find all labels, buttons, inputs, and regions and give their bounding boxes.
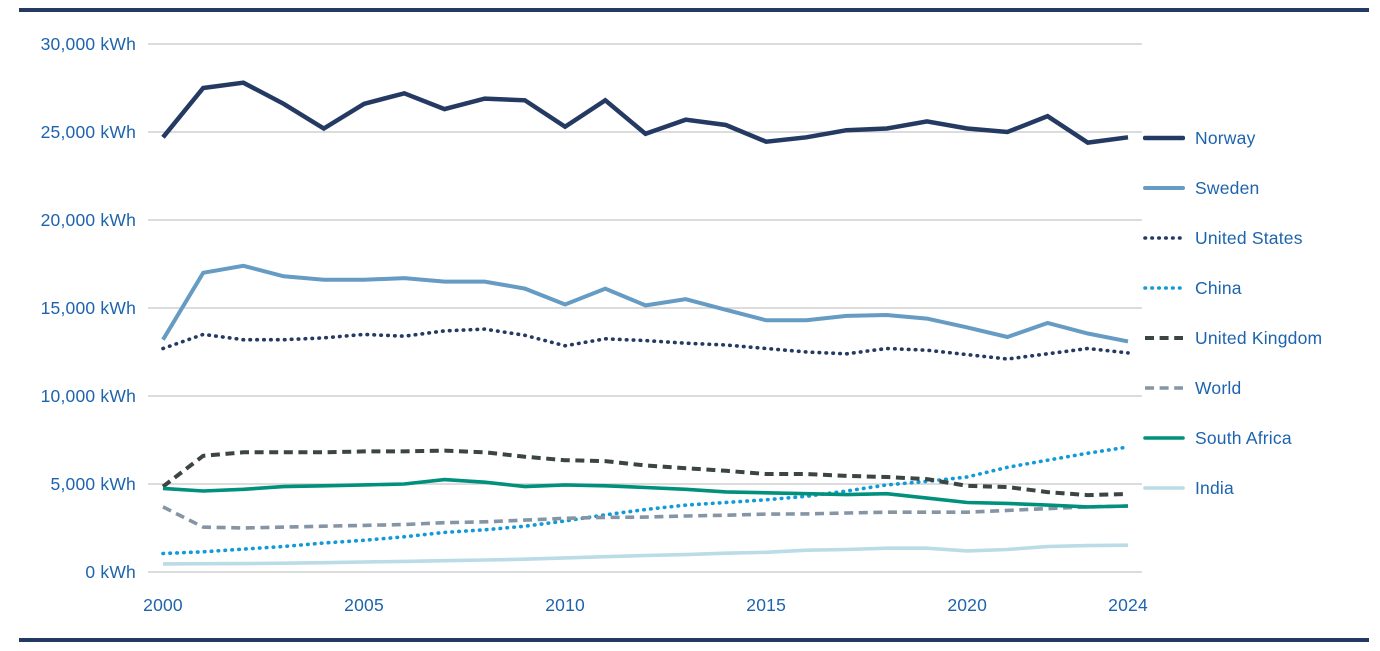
legend-label: India bbox=[1195, 477, 1234, 498]
legend-item-sweden: Sweden bbox=[1143, 176, 1259, 200]
top-border-rule bbox=[19, 8, 1369, 12]
x-axis-label-2024: 2024 bbox=[1108, 595, 1148, 615]
y-axis-label-5000: 5,000 kWh bbox=[50, 474, 136, 494]
series-line-india bbox=[162, 543, 1129, 566]
legend-swatch-dotted-line-icon bbox=[1143, 236, 1185, 240]
x-axis-label-2010: 2010 bbox=[545, 595, 585, 615]
bottom-border-rule bbox=[19, 638, 1369, 642]
y-axis-label-20000: 20,000 kWh bbox=[40, 210, 136, 230]
legend-label: Sweden bbox=[1195, 177, 1260, 198]
legend-item-china: China bbox=[1143, 276, 1242, 300]
legend-swatch-dashed-line-icon bbox=[1145, 336, 1183, 340]
x-axis-label-2015: 2015 bbox=[746, 595, 787, 615]
legend-label: World bbox=[1195, 377, 1242, 398]
legend-label: United Kingdom bbox=[1195, 327, 1323, 348]
legend-item-south-africa: South Africa bbox=[1143, 426, 1292, 450]
legend-swatch-solid-line-icon bbox=[1143, 186, 1185, 190]
x-axis-label-2000: 2000 bbox=[143, 595, 183, 615]
series-line-world bbox=[162, 504, 1129, 530]
legend-swatch-solid-line-icon bbox=[1143, 486, 1185, 490]
legend-item-india: India bbox=[1143, 476, 1234, 500]
legend-label: China bbox=[1195, 277, 1242, 298]
y-axis-label-10000: 10,000 kWh bbox=[40, 386, 136, 406]
legend-swatch-dotted-line-icon bbox=[1143, 286, 1185, 290]
series-line-norway bbox=[161, 80, 1129, 145]
legend-label: Norway bbox=[1195, 127, 1256, 148]
series-line-south-africa bbox=[162, 477, 1129, 509]
series-line-united-states bbox=[161, 327, 1130, 361]
series-line-sweden bbox=[161, 263, 1129, 344]
legend-label: United States bbox=[1195, 227, 1303, 248]
series-line-china bbox=[161, 445, 1130, 556]
y-axis-label-30000: 30,000 kWh bbox=[40, 34, 136, 54]
legend-label: South Africa bbox=[1195, 427, 1292, 448]
legend-item-united-states: United States bbox=[1143, 226, 1303, 250]
y-axis-label-0: 0 kWh bbox=[85, 562, 136, 582]
x-axis-label-2020: 2020 bbox=[947, 595, 988, 615]
x-axis-label-2005: 2005 bbox=[344, 595, 384, 615]
y-axis-label-25000: 25,000 kWh bbox=[40, 122, 136, 142]
legend-item-norway: Norway bbox=[1143, 126, 1256, 150]
y-axis-label-15000: 15,000 kWh bbox=[40, 298, 136, 318]
legend-swatch-solid-line-icon bbox=[1143, 135, 1185, 141]
legend-item-world: World bbox=[1143, 376, 1241, 400]
legend-swatch-solid-line-icon bbox=[1143, 436, 1185, 440]
legend-item-united-kingdom: United Kingdom bbox=[1143, 326, 1322, 350]
legend-swatch-dashed-line-icon bbox=[1145, 386, 1183, 390]
